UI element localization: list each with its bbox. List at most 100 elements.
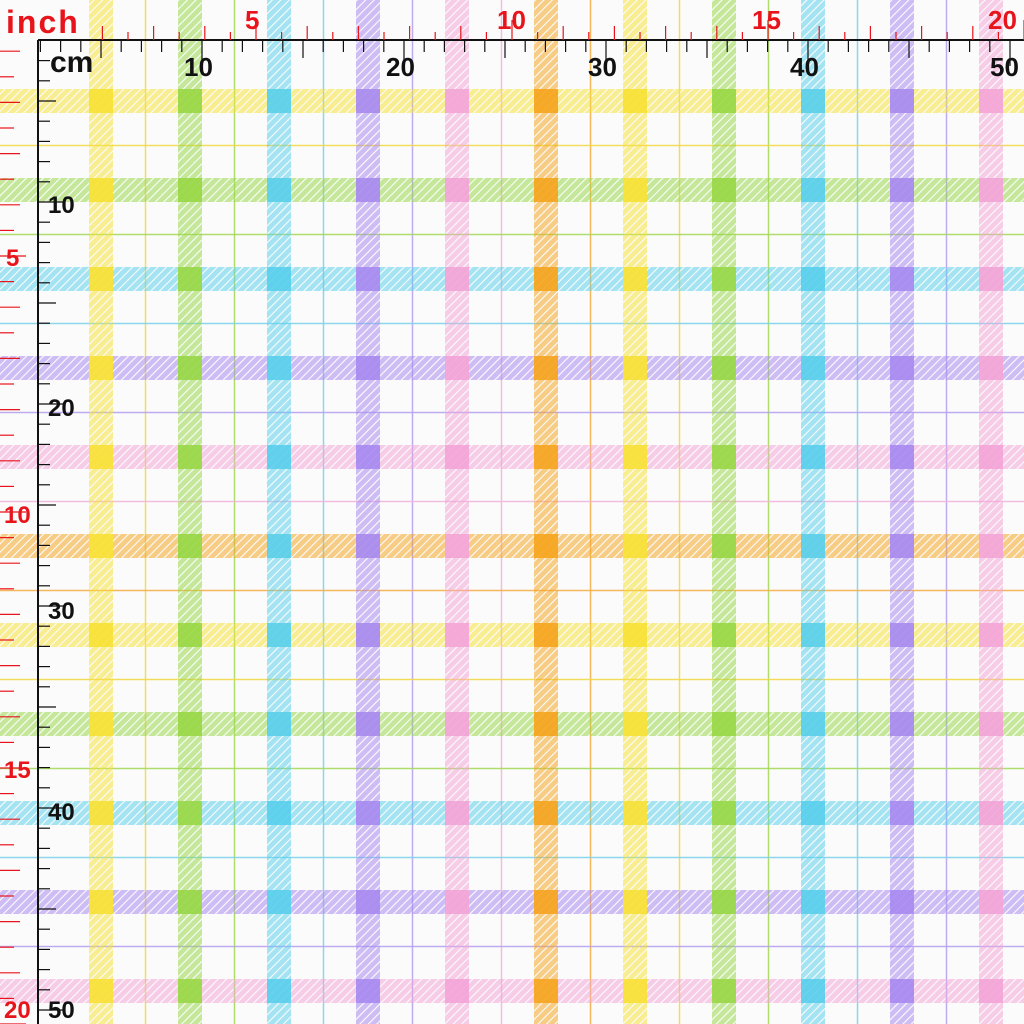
plaid-intersection-block xyxy=(445,445,469,469)
plaid-intersection-block xyxy=(445,890,469,914)
plaid-intersection-block xyxy=(178,534,202,558)
plaid-intersection-block xyxy=(890,801,914,825)
plaid-intersection-block xyxy=(979,445,1003,469)
plaid-intersection-block xyxy=(890,890,914,914)
plaid-intersection-block xyxy=(445,267,469,291)
plaid-intersection-block xyxy=(534,356,558,380)
plaid-intersection-block xyxy=(534,801,558,825)
plaid-intersection-block xyxy=(89,445,113,469)
plaid-intersection-block xyxy=(356,178,380,202)
plaid-intersection-block xyxy=(801,712,825,736)
plaid-intersection-block xyxy=(890,178,914,202)
plaid-intersection-block xyxy=(890,979,914,1003)
plaid-intersection-block xyxy=(801,267,825,291)
plaid-intersection-block xyxy=(178,979,202,1003)
plaid-intersection-block xyxy=(623,890,647,914)
plaid-intersection-block xyxy=(801,356,825,380)
plaid-stripe-v xyxy=(890,0,914,1024)
plaid-intersection-block xyxy=(356,712,380,736)
plaid-intersection-block xyxy=(623,356,647,380)
plaid-intersection-block xyxy=(534,445,558,469)
plaid-intersection-block xyxy=(623,712,647,736)
plaid-intersection-block xyxy=(178,623,202,647)
plaid-stripe-v xyxy=(178,0,202,1024)
plaid-intersection-block xyxy=(89,267,113,291)
plaid-intersection-block xyxy=(534,623,558,647)
plaid-intersection-block xyxy=(356,890,380,914)
plaid-intersection-block xyxy=(890,712,914,736)
plaid-intersection-block xyxy=(890,267,914,291)
plaid-intersection-block xyxy=(801,445,825,469)
plaid-intersection-block xyxy=(712,712,736,736)
plaid-intersection-block xyxy=(712,534,736,558)
plaid-stripe-h xyxy=(0,534,1024,558)
plaid-intersection-block xyxy=(623,267,647,291)
plaid-intersection-block xyxy=(890,445,914,469)
plaid-intersection-block xyxy=(534,178,558,202)
plaid-stripe-v xyxy=(801,0,825,1024)
plaid-intersection-block xyxy=(178,89,202,113)
plaid-intersection-block xyxy=(89,623,113,647)
plaid-intersection-block xyxy=(89,801,113,825)
plaid-intersection-block xyxy=(623,89,647,113)
plaid-stripe-h xyxy=(0,801,1024,825)
plaid-intersection-block xyxy=(801,89,825,113)
plaid-intersection-block xyxy=(356,801,380,825)
plaid-intersection-block xyxy=(178,356,202,380)
plaid-intersection-block xyxy=(445,534,469,558)
plaid-intersection-block xyxy=(267,89,291,113)
plaid-intersection-block xyxy=(801,534,825,558)
plaid-intersection-block xyxy=(979,89,1003,113)
plaid-intersection-block xyxy=(356,267,380,291)
plaid-stripe-h xyxy=(0,178,1024,202)
plaid-intersection-block xyxy=(267,178,291,202)
plaid-intersection-block xyxy=(89,178,113,202)
plaid-stripe-h xyxy=(0,979,1024,1003)
plaid-intersection-block xyxy=(178,890,202,914)
plaid-intersection-block xyxy=(445,356,469,380)
plaid-intersection-block xyxy=(267,356,291,380)
plaid-intersection-block xyxy=(89,712,113,736)
plaid-intersection-block xyxy=(801,623,825,647)
plaid-intersection-block xyxy=(267,712,291,736)
plaid-intersection-block xyxy=(356,89,380,113)
plaid-intersection-block xyxy=(356,534,380,558)
plaid-intersection-block xyxy=(267,623,291,647)
plaid-intersection-block xyxy=(178,712,202,736)
plaid-stripe-v xyxy=(979,0,1003,1024)
plaid-intersection-block xyxy=(801,890,825,914)
plaid-stripe-v xyxy=(89,0,113,1024)
plaid-intersection-block xyxy=(534,712,558,736)
plaid-intersection-block xyxy=(890,356,914,380)
plaid-stripe-v xyxy=(534,0,558,1024)
plaid-intersection-block xyxy=(712,801,736,825)
plaid-intersection-block xyxy=(623,623,647,647)
plaid-stripe-h xyxy=(0,712,1024,736)
plaid-intersection-block xyxy=(979,623,1003,647)
plaid-intersection-block xyxy=(890,623,914,647)
plaid-intersection-block xyxy=(712,890,736,914)
plaid-intersection-block xyxy=(356,356,380,380)
plaid-intersection-block xyxy=(445,712,469,736)
plaid-intersection-block xyxy=(267,801,291,825)
plaid-intersection-block xyxy=(979,890,1003,914)
plaid-stripe-h xyxy=(0,356,1024,380)
plaid-intersection-block xyxy=(712,178,736,202)
plaid-intersection-block xyxy=(979,267,1003,291)
plaid-intersection-block xyxy=(89,890,113,914)
plaid-intersection-block xyxy=(445,89,469,113)
plaid-intersection-block xyxy=(712,267,736,291)
plaid-intersection-block xyxy=(445,801,469,825)
plaid-intersection-block xyxy=(890,534,914,558)
plaid-intersection-block xyxy=(178,801,202,825)
plaid-intersection-block xyxy=(267,534,291,558)
plaid-stripe-h xyxy=(0,623,1024,647)
plaid-intersection-block xyxy=(979,534,1003,558)
plaid-stripe-h xyxy=(0,267,1024,291)
plaid-intersection-block xyxy=(178,178,202,202)
plaid-stripe-v xyxy=(267,0,291,1024)
plaid-stripe-v xyxy=(712,0,736,1024)
plaid-intersection-block xyxy=(712,356,736,380)
